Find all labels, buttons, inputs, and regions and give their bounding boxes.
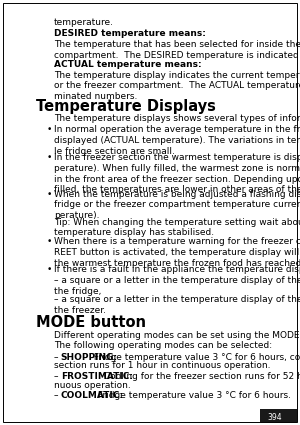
Text: ACTUAL temperature means:: ACTUAL temperature means:	[54, 60, 202, 68]
Text: Fridge temperature value 3 °C for 6 hours.: Fridge temperature value 3 °C for 6 hour…	[94, 391, 291, 400]
Text: – a square or a letter in the temperature display of the freezer for a fault in
: – a square or a letter in the temperatur…	[54, 295, 300, 315]
Text: –: –	[54, 391, 62, 400]
Text: section runs for 1 hour in continuous operation.: section runs for 1 hour in continuous op…	[54, 361, 271, 370]
Text: FROSTIMATIC:: FROSTIMATIC:	[61, 372, 133, 381]
Text: 394: 394	[268, 414, 282, 422]
Text: Fridge temperature value 3 °C for 6 hours, cooling for freezer: Fridge temperature value 3 °C for 6 hour…	[91, 352, 300, 362]
Text: •: •	[47, 190, 52, 198]
Text: Tip: When changing the temperature setting wait about 24 hours until the
tempera: Tip: When changing the temperature setti…	[54, 218, 300, 237]
Text: When the temperature is being adjusted a flashing display indicates the
fridge o: When the temperature is being adjusted a…	[54, 190, 300, 220]
Text: COOLMATIC:: COOLMATIC:	[61, 391, 124, 400]
Text: Cooling for the freezer section runs for 52 hours in conti-: Cooling for the freezer section runs for…	[101, 372, 300, 381]
Text: temperature.: temperature.	[54, 18, 114, 27]
Text: nuous operation.: nuous operation.	[54, 380, 131, 389]
Text: Different operating modes can be set using the MODE button.: Different operating modes can be set usi…	[54, 331, 300, 340]
Text: •: •	[47, 237, 52, 246]
Text: The temperature display indicates the current temperature inside the fridge
or t: The temperature display indicates the cu…	[54, 71, 300, 101]
Text: –: –	[54, 352, 62, 362]
Text: DESIRED temperature means:: DESIRED temperature means:	[54, 29, 206, 38]
Text: •: •	[47, 265, 52, 274]
Text: MODE button: MODE button	[36, 315, 146, 330]
Text: When there is a temperature warning for the freezer compartment, if the
REET but: When there is a temperature warning for …	[54, 237, 300, 267]
Text: The temperature displays shows several types of information.: The temperature displays shows several t…	[54, 114, 300, 123]
Text: •: •	[47, 153, 52, 162]
Text: Temperature Displays: Temperature Displays	[36, 99, 216, 113]
Text: –: –	[54, 372, 62, 381]
Text: – a square or a letter in the temperature display of the fridge for a fault in
t: – a square or a letter in the temperatur…	[54, 276, 300, 296]
Text: SHOPPING:: SHOPPING:	[61, 352, 118, 362]
Text: The temperature that has been selected for inside the fridge or the freezer
comp: The temperature that has been selected f…	[54, 40, 300, 60]
Text: •: •	[47, 125, 52, 134]
Text: In the freezer section the warmest temperature is displayed (ACTUAL tem-
peratur: In the freezer section the warmest tempe…	[54, 153, 300, 194]
Text: In normal operation the average temperature in the fridge section is
displayed (: In normal operation the average temperat…	[54, 125, 300, 156]
Bar	[260, 409, 297, 422]
Text: If there is a fault in the appliance the temperature display shows:: If there is a fault in the appliance the…	[54, 265, 300, 274]
Text: The following operating modes can be selected:: The following operating modes can be sel…	[54, 342, 272, 351]
